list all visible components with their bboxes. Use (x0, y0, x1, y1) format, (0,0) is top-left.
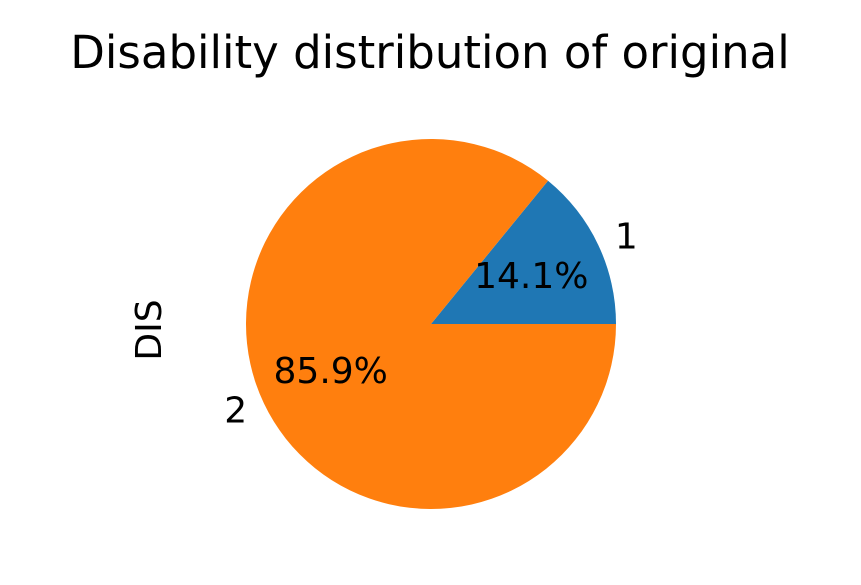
slice-label-2: 2 (224, 391, 247, 432)
slice-percent-1: 14.1% (474, 256, 588, 297)
slice-percent-2: 85.9% (274, 351, 388, 392)
pie-slice-2 (246, 139, 616, 510)
y-axis-label: DIS (129, 299, 170, 360)
pie-slice-1 (431, 180, 616, 324)
chart-title: Disability distribution of original (70, 26, 789, 79)
pie-slices (246, 139, 616, 510)
pie-labels: 1 14.1% 2 85.9% (224, 216, 638, 431)
slice-label-1: 1 (615, 216, 638, 257)
